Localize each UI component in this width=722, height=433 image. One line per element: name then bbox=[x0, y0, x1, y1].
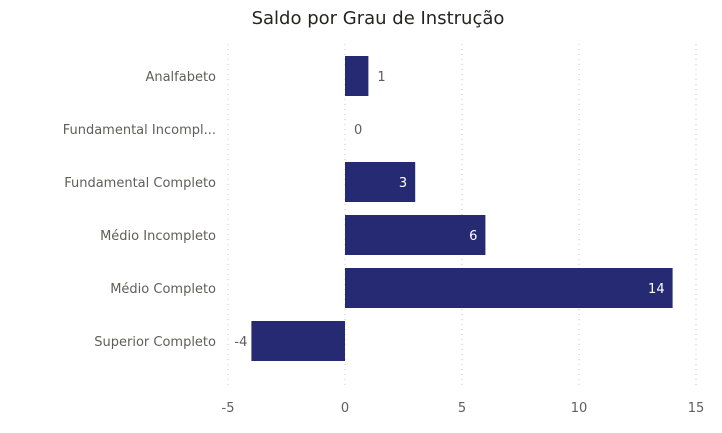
x-axis: -5 0 5 10 15 bbox=[222, 401, 705, 416]
x-tick-label: -5 bbox=[222, 401, 235, 416]
bars bbox=[251, 56, 673, 361]
data-label: 14 bbox=[648, 282, 665, 297]
data-label: 3 bbox=[399, 176, 407, 191]
category-label: Fundamental Incompl... bbox=[63, 123, 216, 138]
chart-title: Saldo por Grau de Instrução bbox=[252, 8, 505, 29]
x-tick-label: 5 bbox=[458, 401, 466, 416]
category-label: Fundamental Completo bbox=[64, 176, 216, 191]
category-labels: Analfabeto Fundamental Incompl... Fundamen… bbox=[63, 70, 216, 350]
category-label: Médio Completo bbox=[110, 282, 216, 297]
bar[interactable] bbox=[345, 215, 486, 255]
category-label: Médio Incompleto bbox=[100, 229, 216, 244]
bar[interactable] bbox=[345, 56, 369, 96]
x-tick-label: 0 bbox=[341, 401, 349, 416]
data-label: 0 bbox=[354, 123, 362, 138]
x-tick-label: 15 bbox=[688, 401, 705, 416]
data-label: -4 bbox=[234, 335, 247, 350]
data-label: 1 bbox=[377, 70, 385, 85]
x-tick-label: 10 bbox=[571, 401, 588, 416]
bar[interactable] bbox=[251, 321, 345, 361]
data-label: 6 bbox=[469, 229, 477, 244]
category-label: Analfabeto bbox=[145, 70, 216, 85]
bar[interactable] bbox=[345, 162, 416, 202]
data-labels: 1 0 3 6 14 -4 bbox=[234, 70, 664, 350]
bar[interactable] bbox=[345, 268, 673, 308]
category-label: Superior Completo bbox=[94, 335, 216, 350]
